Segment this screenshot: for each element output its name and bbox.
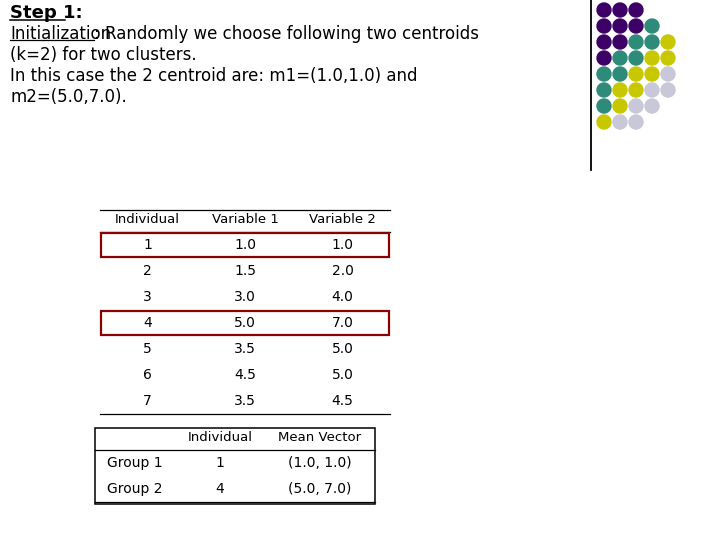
Text: 6: 6 xyxy=(143,368,152,382)
Text: 3: 3 xyxy=(143,290,152,304)
Text: 3.0: 3.0 xyxy=(234,290,256,304)
Circle shape xyxy=(629,99,643,113)
Circle shape xyxy=(597,83,611,97)
Text: (k=2) for two clusters.: (k=2) for two clusters. xyxy=(10,46,197,64)
Text: 4: 4 xyxy=(215,482,225,496)
Circle shape xyxy=(661,83,675,97)
Text: 5.0: 5.0 xyxy=(234,316,256,330)
Text: 5.0: 5.0 xyxy=(332,368,354,382)
Text: 5.0: 5.0 xyxy=(332,342,354,356)
Text: Individual: Individual xyxy=(187,431,253,444)
Text: 4.5: 4.5 xyxy=(234,368,256,382)
Circle shape xyxy=(597,3,611,17)
Text: Individual: Individual xyxy=(115,213,180,226)
Circle shape xyxy=(613,115,627,129)
Circle shape xyxy=(629,115,643,129)
Text: 7.0: 7.0 xyxy=(332,316,354,330)
Circle shape xyxy=(613,51,627,65)
Circle shape xyxy=(645,83,659,97)
Text: 3.5: 3.5 xyxy=(234,342,256,356)
Text: In this case the 2 centroid are: m1=(1.0,1.0) and: In this case the 2 centroid are: m1=(1.0… xyxy=(10,67,418,85)
Circle shape xyxy=(661,67,675,81)
Circle shape xyxy=(597,35,611,49)
Circle shape xyxy=(613,35,627,49)
Text: 4: 4 xyxy=(143,316,152,330)
Text: Mean Vector: Mean Vector xyxy=(279,431,361,444)
Circle shape xyxy=(661,35,675,49)
Text: 7: 7 xyxy=(143,394,152,408)
Text: 3.5: 3.5 xyxy=(234,394,256,408)
Text: : Randomly we choose following two centroids: : Randomly we choose following two centr… xyxy=(94,25,479,43)
Circle shape xyxy=(629,67,643,81)
Text: 4.0: 4.0 xyxy=(332,290,354,304)
Text: Group 1: Group 1 xyxy=(107,456,163,470)
Circle shape xyxy=(629,19,643,33)
Circle shape xyxy=(629,51,643,65)
Circle shape xyxy=(645,51,659,65)
Circle shape xyxy=(613,83,627,97)
Text: 2: 2 xyxy=(143,264,152,278)
Circle shape xyxy=(629,3,643,17)
Text: 1: 1 xyxy=(215,456,225,470)
Text: 1.0: 1.0 xyxy=(331,238,354,252)
Circle shape xyxy=(629,35,643,49)
Text: Variable 2: Variable 2 xyxy=(309,213,376,226)
Circle shape xyxy=(645,99,659,113)
Text: m2=(5.0,7.0).: m2=(5.0,7.0). xyxy=(10,88,127,106)
Circle shape xyxy=(613,19,627,33)
Circle shape xyxy=(597,19,611,33)
Text: 1: 1 xyxy=(143,238,152,252)
Circle shape xyxy=(661,51,675,65)
Circle shape xyxy=(613,99,627,113)
Text: Variable 1: Variable 1 xyxy=(212,213,279,226)
Circle shape xyxy=(597,99,611,113)
Circle shape xyxy=(597,115,611,129)
Circle shape xyxy=(645,35,659,49)
Text: Group 2: Group 2 xyxy=(107,482,163,496)
Text: (5.0, 7.0): (5.0, 7.0) xyxy=(288,482,351,496)
Text: Initialization: Initialization xyxy=(10,25,111,43)
Circle shape xyxy=(613,67,627,81)
Circle shape xyxy=(645,67,659,81)
Text: 4.5: 4.5 xyxy=(332,394,354,408)
Text: (1.0, 1.0): (1.0, 1.0) xyxy=(288,456,352,470)
Text: 1.0: 1.0 xyxy=(234,238,256,252)
Text: 2.0: 2.0 xyxy=(332,264,354,278)
Text: 1.5: 1.5 xyxy=(234,264,256,278)
Circle shape xyxy=(629,83,643,97)
Circle shape xyxy=(597,67,611,81)
Circle shape xyxy=(597,51,611,65)
Text: 5: 5 xyxy=(143,342,152,356)
Circle shape xyxy=(645,19,659,33)
Circle shape xyxy=(613,3,627,17)
Text: Step 1:: Step 1: xyxy=(10,4,83,22)
